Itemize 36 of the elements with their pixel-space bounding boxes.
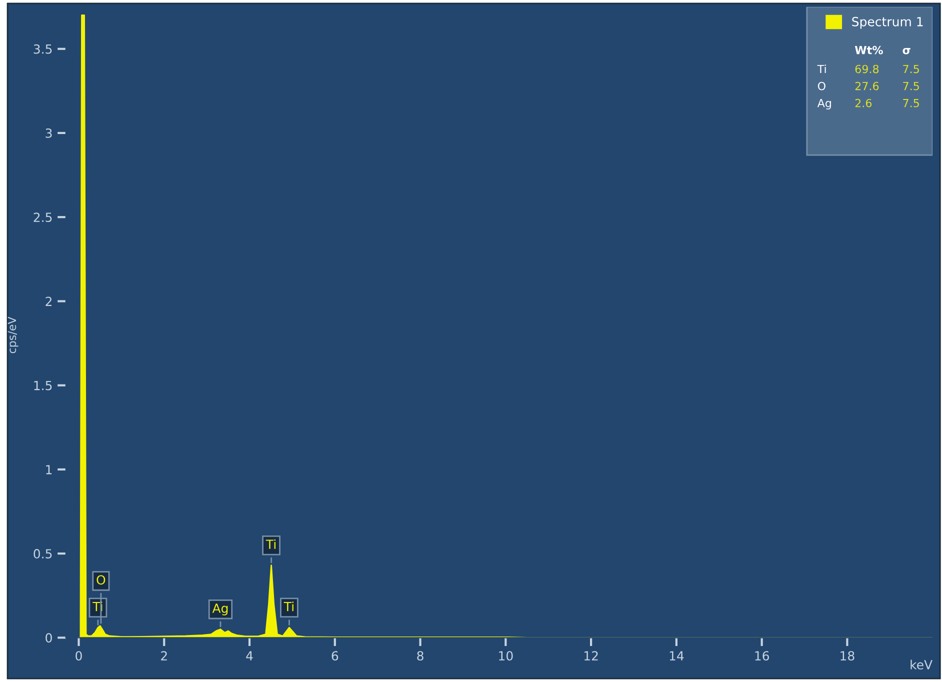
y-tick-label: 0 [46, 633, 52, 643]
x-axis-title: keV [910, 660, 932, 670]
annotation: 7.5 [903, 99, 919, 108]
annotation: O [96, 575, 106, 585]
x-tick-label: 0 [76, 651, 82, 661]
annotation: Ag [817, 99, 831, 110]
annotation: 7.5 [903, 82, 919, 90]
x-tick-label: 6 [332, 651, 338, 661]
x-tick-label: 16 [755, 651, 769, 661]
y-tick-label: 1 [46, 465, 52, 474]
y-tick-label: 2.5 [34, 212, 52, 222]
annotation: 69.8 [855, 64, 879, 74]
y-tick-label: 3 [46, 128, 52, 138]
annotation: 7.5 [903, 64, 919, 74]
annotation: σ [902, 48, 910, 54]
y-tick-label: 3.5 [34, 44, 52, 54]
x-tick-label: 4 [246, 651, 253, 660]
annotation: Ti [817, 64, 826, 74]
annotation: Wt% [854, 46, 883, 54]
x-tick-label: 14 [670, 651, 684, 660]
annotation: Ag [212, 604, 228, 616]
annotation: O [818, 82, 826, 90]
annotation: Ti [266, 539, 276, 549]
x-tick-label: 2 [161, 651, 167, 660]
annotation: 27.6 [855, 82, 879, 90]
x-tick-label: 12 [584, 651, 598, 660]
y-tick-label: 1.5 [34, 380, 52, 390]
y-axis-title: cps/eV [8, 316, 18, 354]
x-tick-label: 10 [499, 651, 513, 661]
x-tick-label: 8 [417, 651, 424, 661]
annotation: Ti [284, 602, 294, 612]
y-tick-label: 2 [46, 296, 52, 306]
y-tick-label: 0.5 [34, 549, 52, 558]
x-tick-label: 18 [840, 651, 854, 661]
annotation: 2.6 [855, 98, 872, 108]
legend-label: Spectrum 1 [852, 16, 923, 29]
